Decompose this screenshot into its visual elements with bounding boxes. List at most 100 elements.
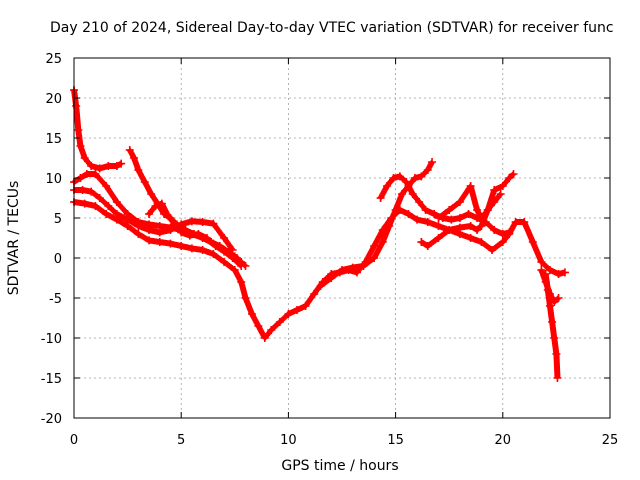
data-point [464,210,473,218]
data-point [211,242,220,250]
data-point [76,142,85,150]
data-point [87,187,96,196]
data-point [490,186,499,194]
data-point [391,206,400,214]
data-point [134,166,143,174]
x-tick-label: 0 [70,433,78,448]
data-point [466,234,475,242]
data-point [155,228,164,237]
data-point [237,262,246,270]
data-point [423,218,432,226]
data-point [385,222,394,230]
series-track-5 [125,146,250,270]
data-point [198,218,207,226]
data-point [247,310,256,318]
data-point [80,199,89,208]
data-point [134,230,143,238]
data-point [455,198,464,206]
x-axis-label: GPS time / hours [281,458,398,474]
data-point [417,238,426,246]
data-point [505,228,514,237]
x-tick-label: 15 [387,433,404,448]
series-track-7 [316,158,437,290]
grid-layer [74,58,610,418]
plot-frame [73,57,611,419]
data-point [545,290,554,298]
series-track-1 [70,86,126,173]
data-point [402,178,411,186]
data-point [541,278,550,286]
data-point [537,258,546,266]
data-point [398,190,407,198]
series-track-6 [145,199,246,270]
data-point [104,202,113,210]
series-track-12 [537,266,563,306]
x-tick-label: 20 [495,433,512,448]
data-point [528,238,537,246]
data-point [423,166,432,174]
data-point [550,298,559,306]
data-point [78,186,87,194]
data-point [95,194,104,202]
data-point [91,202,100,210]
data-point [170,220,179,229]
data-point [545,266,554,274]
tick-layer: 0 5 10 15 20 25 -20 -15 -10 -5 0 5 10 15 20 25 [41,52,619,448]
data-point [545,302,554,310]
data-point [241,294,250,302]
data-point [554,270,563,278]
data-point [80,154,89,162]
data-point [177,228,186,237]
data-point [370,254,379,262]
data-point [82,170,91,178]
data-point [473,206,482,214]
data-point [423,242,432,250]
data-point [466,182,475,190]
series-line [317,160,435,289]
data-point [490,198,499,206]
series-line [71,199,567,341]
data-point [228,254,237,262]
data-point [134,222,143,230]
series-track-10 [434,182,505,222]
data-point [72,102,81,110]
data-point [445,226,454,234]
series-line [71,171,244,265]
data-point [140,178,149,186]
data-point [155,238,164,246]
data-point [509,170,518,178]
series-track-2 [70,170,246,266]
data-point [254,322,263,330]
data-point [553,374,562,382]
y-tick-label: 25 [45,52,62,67]
data-point [87,162,96,170]
data-point [292,306,301,314]
data-point [466,222,475,230]
data-point [548,318,557,326]
data-point [417,172,426,181]
data-point [166,226,175,234]
data-point [445,206,454,214]
data-point [520,218,529,226]
data-point [147,190,156,198]
y-tick-label: -15 [41,372,62,387]
data-point [316,282,325,290]
data-point [404,210,413,218]
data-point [338,266,346,274]
data-point [123,222,132,230]
data-point [498,230,507,238]
chart-title: Day 210 of 2024, Sidereal Day-to-day VTE… [50,20,614,36]
data-point [348,263,357,272]
data-point [260,334,269,342]
data-point [376,194,385,202]
data-point [473,226,482,234]
data-point [434,234,443,242]
data-point [157,199,166,208]
data-point [220,247,229,256]
data-point [408,190,417,198]
data-point [395,172,404,181]
data-point [498,238,507,246]
data-point [145,226,154,234]
data-point [383,182,392,190]
